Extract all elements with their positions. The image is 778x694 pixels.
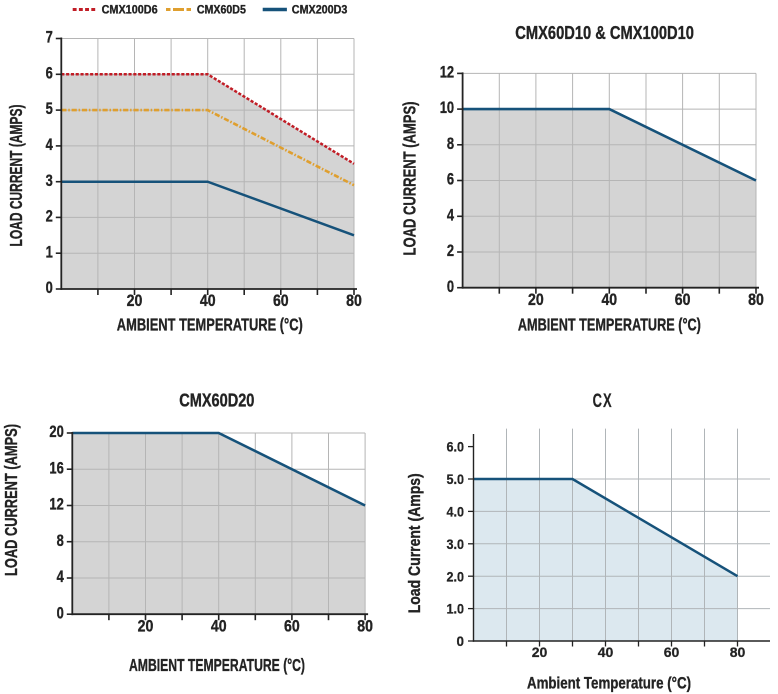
svg-text:4: 4 [57,567,65,586]
svg-text:8: 8 [447,134,454,153]
svg-text:CMX200D3: CMX200D3 [292,3,348,17]
svg-text:0: 0 [447,277,454,296]
svg-text:1: 1 [46,242,53,261]
svg-text:60: 60 [675,291,691,309]
svg-text:0: 0 [457,633,465,649]
svg-text:20: 20 [138,617,154,635]
svg-text:7: 7 [46,28,53,47]
svg-text:40: 40 [200,292,216,310]
svg-text:0: 0 [46,278,53,297]
svg-text:AMBIENT TEMPERATURE (°C): AMBIENT TEMPERATURE (°C) [518,314,701,334]
svg-text:4: 4 [447,205,455,224]
svg-text:CMX60D5: CMX60D5 [197,3,246,17]
svg-text:0: 0 [57,603,64,622]
svg-text:4: 4 [46,135,54,154]
svg-text:Load Current (Amps): Load Current (Amps) [406,473,424,613]
svg-text:5.0: 5.0 [447,471,465,487]
svg-text:20: 20 [49,422,63,441]
svg-text:4.0: 4.0 [447,504,465,520]
svg-text:12: 12 [440,63,454,82]
svg-text:5: 5 [46,99,53,118]
svg-text:3.0: 3.0 [447,536,465,552]
svg-text:6: 6 [447,170,454,189]
svg-text:LOAD CURRENT (AMPS): LOAD CURRENT (AMPS) [400,101,420,255]
svg-text:1.0: 1.0 [447,601,465,617]
svg-text:10: 10 [440,98,454,117]
svg-text:Ambient Temperature (°C): Ambient Temperature (°C) [527,675,691,693]
svg-text:CMX100D6: CMX100D6 [102,3,158,17]
svg-text:80: 80 [357,617,373,635]
svg-text:AMBIENT TEMPERATURE (°C): AMBIENT TEMPERATURE (°C) [117,315,303,335]
svg-text:40: 40 [598,644,614,660]
svg-text:12: 12 [49,495,63,514]
svg-text:60: 60 [664,644,680,660]
svg-text:40: 40 [211,617,227,635]
svg-text:20: 20 [528,291,544,309]
svg-text:6.0: 6.0 [447,439,465,455]
svg-text:LOAD CURRENT (AMPS): LOAD CURRENT (AMPS) [6,105,26,247]
svg-text:80: 80 [346,292,362,310]
svg-text:8: 8 [57,531,64,550]
svg-text:20: 20 [127,292,143,310]
svg-text:80: 80 [730,644,746,660]
svg-text:2: 2 [46,207,53,226]
svg-text:CMX60D20: CMX60D20 [179,391,254,411]
svg-text:16: 16 [49,458,63,477]
svg-text:6: 6 [46,63,53,82]
svg-text:80: 80 [748,291,764,309]
svg-text:60: 60 [284,617,300,635]
svg-text:2.0: 2.0 [447,568,465,584]
svg-text:3: 3 [46,171,53,190]
svg-text:2: 2 [447,241,454,260]
svg-text:AMBIENT TEMPERATURE (°C): AMBIENT TEMPERATURE (°C) [129,655,305,675]
svg-text:40: 40 [601,291,617,309]
svg-text:CX: CX [593,390,613,412]
svg-text:LOAD CURRENT (AMPS): LOAD CURRENT (AMPS) [1,424,21,576]
svg-text:CMX60D10 & CMX100D10: CMX60D10 & CMX100D10 [515,22,694,43]
svg-text:20: 20 [532,644,548,660]
svg-text:60: 60 [273,292,289,310]
